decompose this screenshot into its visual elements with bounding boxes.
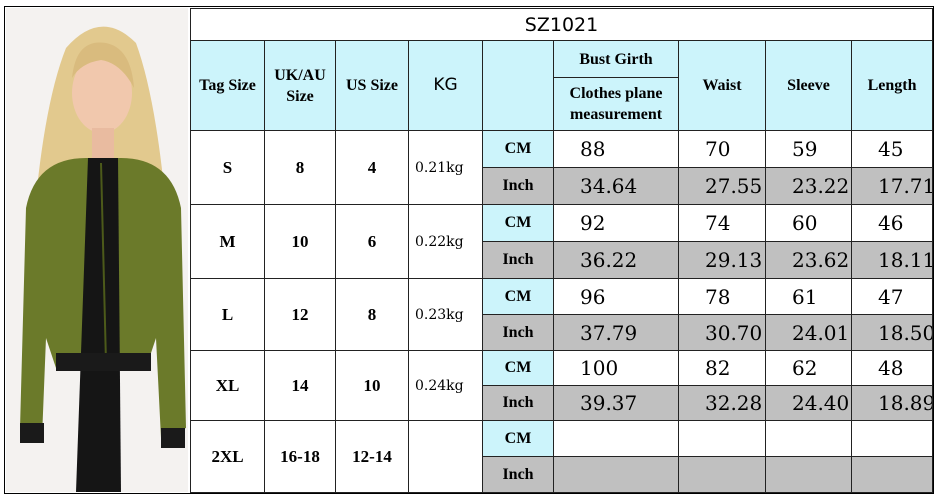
table-row: XL 14 10 0.24kg CM 100 82 62 48 [190, 350, 934, 421]
table-row: Inch 37.79 30.70 24.01 18.50 [191, 314, 934, 351]
value-cell: 100 [553, 350, 679, 386]
value-cell: 74 [678, 204, 766, 242]
value-cell: 18.50 [850, 314, 934, 351]
table-row: Inch 36.22 29.13 23.62 18.11 [191, 241, 934, 279]
header-cell: Sleeve [765, 40, 852, 131]
size-cell: 10 [264, 204, 336, 279]
value-cell [678, 456, 766, 493]
size-cell: 8 [264, 130, 336, 205]
unit-cell: Inch [482, 241, 554, 279]
value-cell: 23.22 [765, 167, 852, 205]
value-cell [765, 456, 852, 493]
value-cell: 18.11 [850, 241, 934, 279]
value-cell [553, 420, 679, 457]
value-cell: 47 [850, 278, 934, 315]
value-cell [765, 420, 852, 457]
value-cell: 60 [765, 204, 852, 242]
weight-cell: 0.23kg [408, 278, 483, 351]
value-cell: 18.89 [850, 385, 934, 421]
table-row: M 10 6 0.22kg CM 92 74 60 46 [190, 204, 934, 279]
size-cell: 12-14 [335, 420, 409, 493]
table-row: Tag Size UK/AU Size US Size KG Bust Girth Wai… [190, 40, 934, 131]
table-row: Inch 34.64 27.55 23.22 17.71 [191, 167, 934, 205]
unit-cell: CM [482, 130, 554, 168]
value-cell [850, 420, 934, 457]
value-cell: 62 [765, 350, 852, 386]
table-row: Inch [191, 456, 934, 493]
value-cell: 61 [765, 278, 852, 315]
value-cell: 17.71 [850, 167, 934, 205]
unit-cell: CM [482, 278, 554, 315]
header-cell: KG [408, 40, 483, 131]
value-cell: 37.79 [553, 314, 679, 351]
value-cell: 46 [850, 204, 934, 242]
size-cell: 12 [264, 278, 336, 351]
value-cell: 29.13 [678, 241, 766, 279]
unit-cell: Inch [482, 385, 554, 421]
header-cell: Tag Size [190, 40, 265, 131]
value-cell: 30.70 [678, 314, 766, 351]
header-cell: Waist [678, 40, 766, 131]
model-photo [6, 8, 188, 492]
value-cell: 96 [553, 278, 679, 315]
value-cell: 34.64 [553, 167, 679, 205]
table-row: Inch 39.37 32.28 24.40 18.89 [191, 385, 934, 421]
value-cell: 36.22 [553, 241, 679, 279]
size-cell: 2XL [190, 420, 265, 493]
weight-cell: 0.24kg [408, 350, 483, 421]
value-cell: 24.40 [765, 385, 852, 421]
value-cell: 27.55 [678, 167, 766, 205]
table-row: SZ1021 [189, 8, 934, 41]
unit-cell: CM [482, 204, 554, 242]
unit-cell: CM [482, 420, 554, 457]
unit-cell: Inch [482, 456, 554, 493]
header-cell: Clothes plane measurement [553, 77, 679, 131]
value-cell: 82 [678, 350, 766, 386]
value-cell: 48 [850, 350, 934, 386]
value-cell: 59 [765, 130, 852, 168]
value-cell: 45 [850, 130, 934, 168]
size-cell: 6 [335, 204, 409, 279]
value-cell [553, 456, 679, 493]
size-cell: M [190, 204, 265, 279]
unit-cell: CM [482, 350, 554, 386]
value-cell: 39.37 [553, 385, 679, 421]
weight-cell: 0.21kg [408, 130, 483, 205]
size-table: SZ1021 Tag Size UK/AU Size US Size KG Bust Gi… [189, 8, 934, 493]
header-cell: UK/AU Size [264, 40, 336, 131]
size-cell: S [190, 130, 265, 205]
size-cell: 14 [264, 350, 336, 421]
header-cell: US Size [335, 40, 409, 131]
value-cell: 88 [553, 130, 679, 168]
size-cell: 16-18 [264, 420, 336, 493]
value-cell [678, 420, 766, 457]
size-cell: XL [190, 350, 265, 421]
weight-cell: 0.22kg [408, 204, 483, 279]
size-cell: 8 [335, 278, 409, 351]
weight-cell [408, 420, 483, 493]
unit-cell: Inch [482, 167, 554, 205]
header-cell: Bust Girth [553, 40, 679, 78]
value-cell: 23.62 [765, 241, 852, 279]
table-row: Clothes plane measurement [191, 77, 933, 131]
frame [4, 6, 934, 494]
size-cell: 10 [335, 350, 409, 421]
unit-cell: Inch [482, 314, 554, 351]
table-row: 2XL 16-18 12-14 CM [190, 420, 934, 493]
header-cell [482, 40, 554, 131]
value-cell: 24.01 [765, 314, 852, 351]
value-cell: 32.28 [678, 385, 766, 421]
table-row: L 12 8 0.23kg CM 96 78 61 47 [190, 278, 934, 351]
header-cell: Length [850, 40, 934, 131]
size-cell: 4 [335, 130, 409, 205]
size-cell: L [190, 278, 265, 351]
value-cell: 70 [678, 130, 766, 168]
table-row: S 8 4 0.21kg CM 88 70 59 45 [190, 130, 934, 205]
value-cell [850, 456, 934, 493]
value-cell: 92 [553, 204, 679, 242]
value-cell: 78 [678, 278, 766, 315]
table-title: SZ1021 [189, 8, 934, 41]
